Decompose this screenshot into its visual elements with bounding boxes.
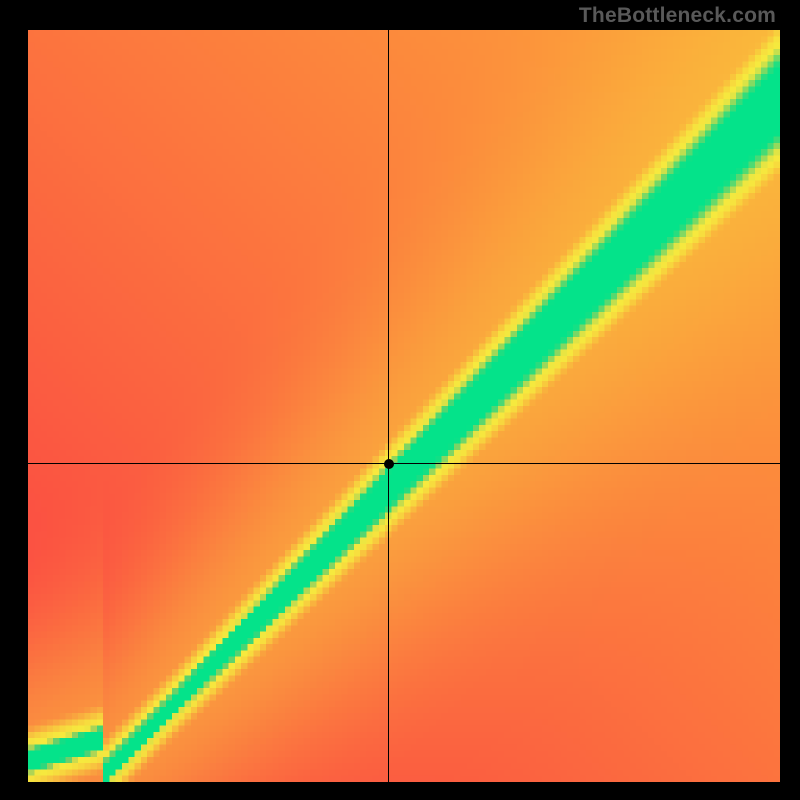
crosshair-horizontal	[28, 463, 780, 464]
heatmap-canvas	[28, 30, 780, 782]
selected-point-marker	[384, 459, 394, 469]
crosshair-vertical	[388, 30, 389, 782]
watermark-text: TheBottleneck.com	[579, 4, 776, 28]
chart-container: TheBottleneck.com	[0, 0, 800, 800]
